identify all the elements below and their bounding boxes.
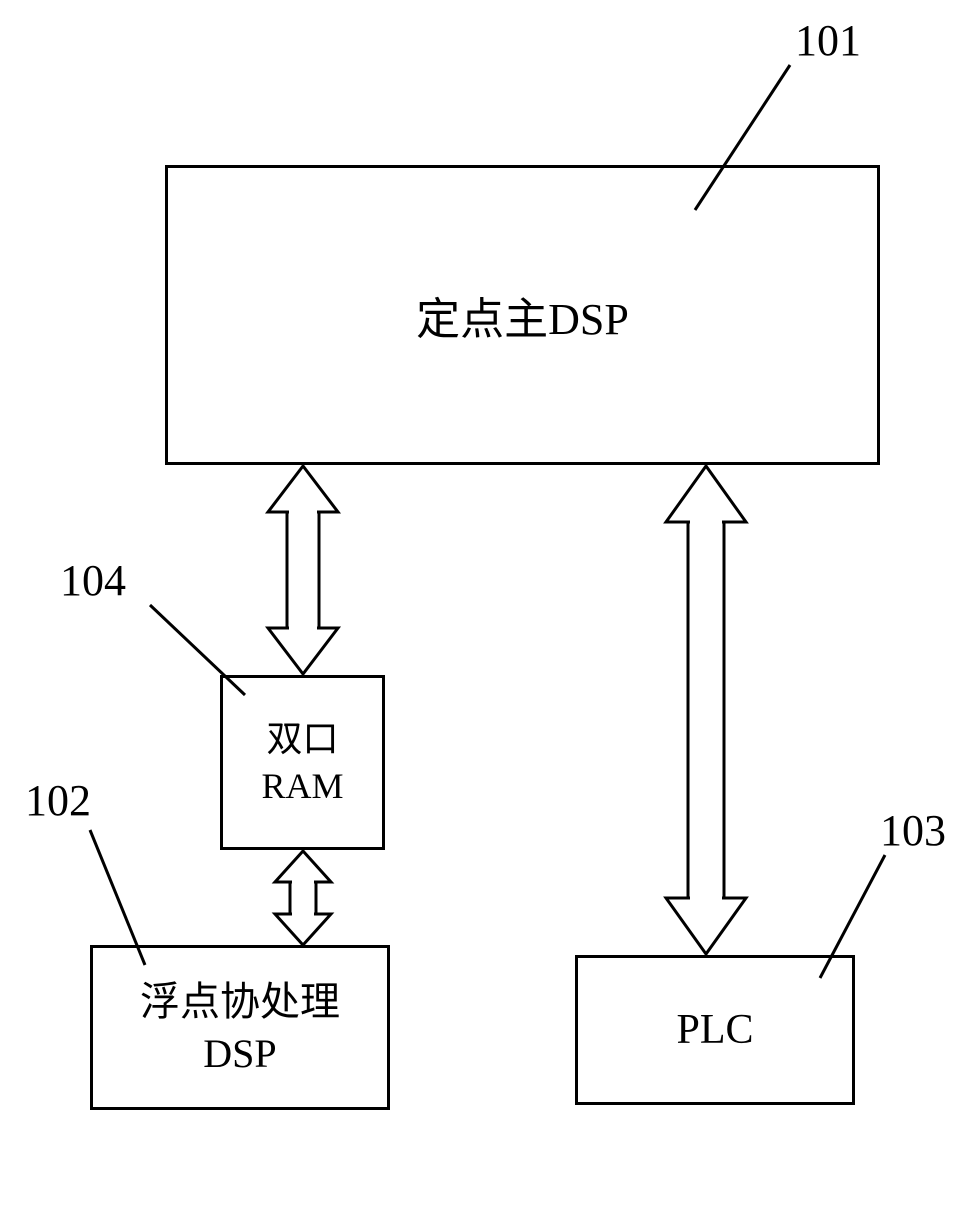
arrow-maindsp-plc [0,0,975,1212]
